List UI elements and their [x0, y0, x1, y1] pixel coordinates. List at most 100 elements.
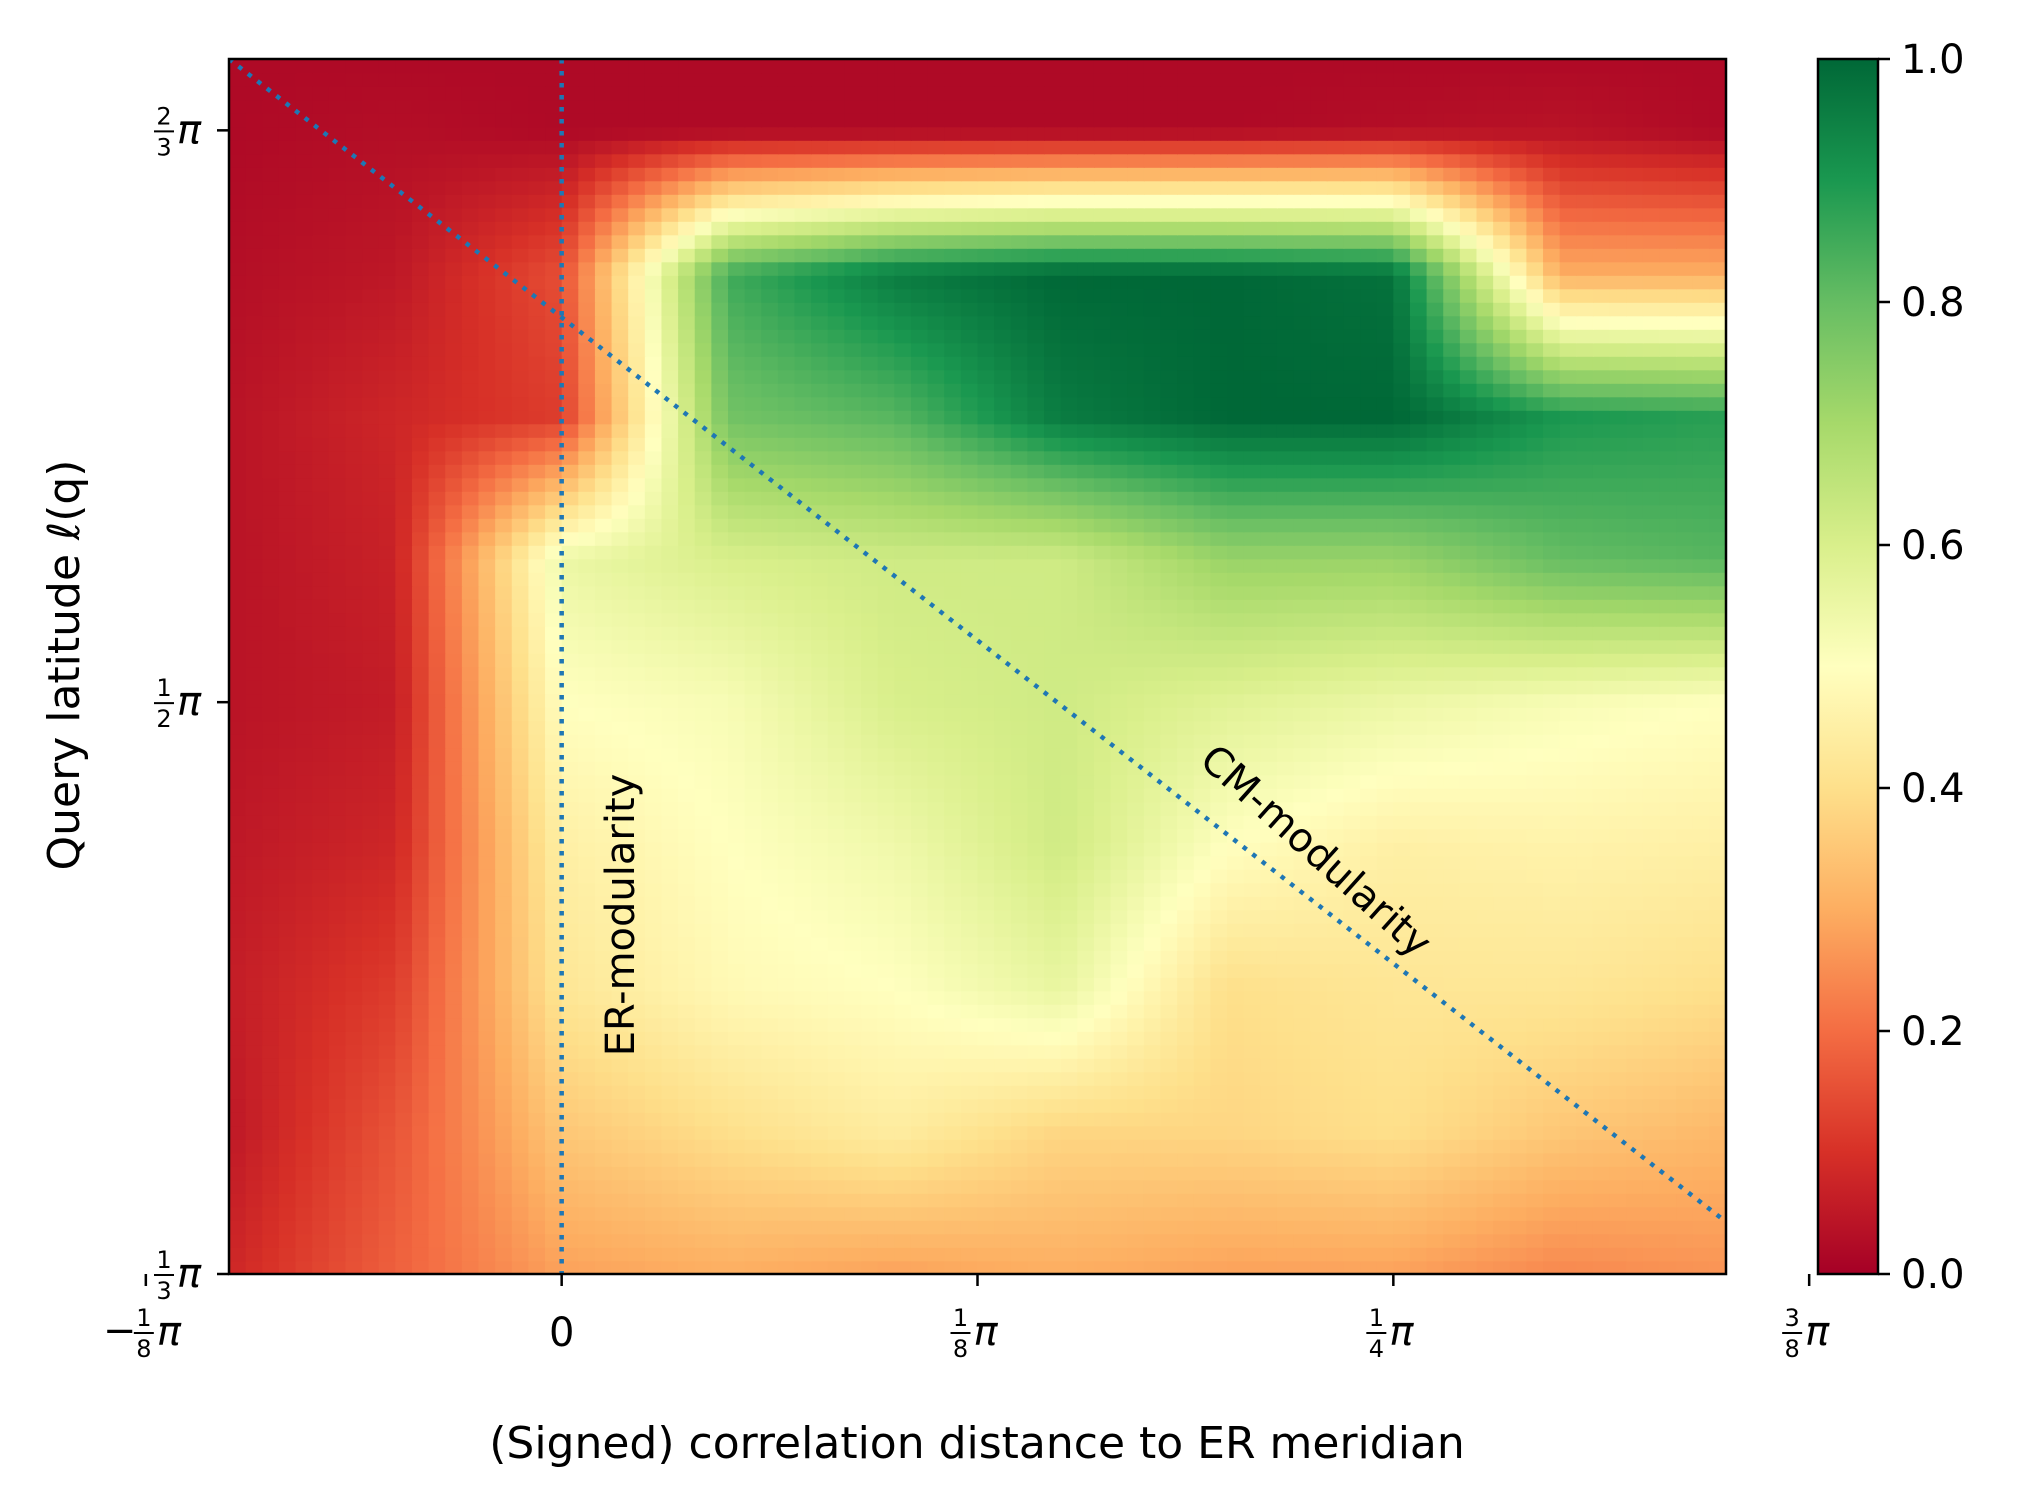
heatmap-cell — [1110, 815, 1128, 830]
heatmap-cell — [1642, 653, 1661, 668]
heatmap-cell — [461, 761, 480, 776]
heatmap-cell — [411, 842, 430, 857]
heatmap-cell — [994, 1004, 1012, 1019]
heatmap-cell — [578, 626, 596, 641]
heatmap-cell — [1443, 774, 1461, 789]
heatmap-cell — [811, 990, 829, 1005]
heatmap-cell — [1626, 923, 1644, 938]
heatmap-cell — [694, 572, 713, 587]
heatmap-cell — [661, 977, 679, 992]
heatmap-cell — [262, 1179, 280, 1194]
heatmap-cell — [1609, 963, 1627, 978]
heatmap-cell — [378, 1247, 397, 1262]
heatmap-cell — [328, 1247, 347, 1262]
heatmap-cell — [1293, 599, 1311, 614]
heatmap-cell — [1426, 950, 1445, 965]
heatmap-cell — [1559, 1260, 1578, 1274]
heatmap-cell — [229, 1206, 247, 1221]
heatmap-cell — [245, 855, 264, 870]
heatmap-cell — [1676, 545, 1694, 560]
heatmap-cell — [1426, 1071, 1445, 1086]
heatmap-cell — [1543, 869, 1561, 884]
heatmap-cell — [1077, 896, 1095, 911]
heatmap-cell — [811, 1206, 829, 1221]
heatmap-cell — [844, 977, 862, 992]
heatmap-cell — [1426, 909, 1445, 924]
heatmap-cell — [1543, 1193, 1561, 1208]
heatmap-cell — [927, 626, 946, 641]
heatmap-cell — [877, 747, 896, 762]
heatmap-cell — [1110, 612, 1128, 627]
heatmap-cell — [1592, 896, 1611, 911]
heatmap-cell — [262, 585, 280, 600]
heatmap-cell — [960, 761, 979, 776]
heatmap-cell — [428, 707, 447, 722]
heatmap-cell — [511, 1017, 530, 1032]
heatmap-cell — [694, 653, 713, 668]
heatmap-cell — [1576, 761, 1594, 776]
heatmap-cell — [944, 1260, 962, 1274]
heatmap-cell — [511, 626, 530, 641]
heatmap-cell — [1526, 1260, 1544, 1274]
heatmap-cell — [661, 761, 679, 776]
heatmap-cell — [1692, 801, 1711, 816]
heatmap-cell — [1360, 572, 1378, 587]
heatmap-cell — [1376, 707, 1395, 722]
heatmap-cell — [578, 666, 596, 681]
heatmap-cell — [495, 1233, 513, 1248]
heatmap-cell — [628, 1179, 646, 1194]
heatmap-cell — [744, 1139, 763, 1154]
heatmap-cell — [827, 936, 846, 951]
heatmap-cell — [661, 1017, 679, 1032]
heatmap-cell — [894, 680, 912, 695]
heatmap-cell — [578, 1098, 596, 1113]
heatmap-cell — [545, 572, 563, 587]
heatmap-cell — [478, 936, 496, 951]
heatmap-cell — [1210, 639, 1228, 654]
heatmap-cell — [1626, 774, 1644, 789]
heatmap-cell — [295, 585, 313, 600]
heatmap-cell — [1326, 639, 1345, 654]
heatmap-cell — [561, 1166, 580, 1181]
heatmap-cell — [827, 1166, 846, 1181]
heatmap-cell — [927, 1044, 946, 1059]
heatmap-cell — [395, 612, 413, 627]
heatmap-cell — [761, 1058, 779, 1073]
heatmap-cell — [1276, 828, 1295, 843]
heatmap-cell — [1360, 774, 1378, 789]
heatmap-cell — [894, 1206, 912, 1221]
heatmap-cell — [694, 963, 713, 978]
heatmap-cell — [278, 1166, 297, 1181]
heatmap-cell — [345, 585, 363, 600]
heatmap-cell — [1293, 1179, 1311, 1194]
heatmap-cell — [661, 626, 679, 641]
heatmap-cell — [678, 923, 696, 938]
heatmap-cell — [944, 1233, 962, 1248]
heatmap-cell — [628, 896, 646, 911]
heatmap-cell — [1659, 828, 1677, 843]
heatmap-cell — [1210, 653, 1228, 668]
heatmap-cell — [1360, 1112, 1378, 1127]
heatmap-cell — [877, 923, 896, 938]
heatmap-cell — [1293, 639, 1311, 654]
heatmap-cell — [1526, 1220, 1544, 1235]
heatmap-cell — [611, 1071, 629, 1086]
heatmap-cell — [362, 1125, 380, 1140]
heatmap-cell — [245, 842, 264, 857]
heatmap-cell — [1676, 1112, 1694, 1127]
heatmap-cell — [1376, 761, 1395, 776]
heatmap-cell — [561, 1112, 580, 1127]
heatmap-cell — [1459, 653, 1478, 668]
heatmap-cell — [262, 1112, 280, 1127]
heatmap-cell — [312, 1004, 330, 1019]
heatmap-cell — [561, 612, 580, 627]
heatmap-cell — [811, 1139, 829, 1154]
heatmap-cell — [744, 815, 763, 830]
heatmap-cell — [1543, 990, 1561, 1005]
heatmap-cell — [1426, 923, 1445, 938]
heatmap-cell — [1060, 572, 1079, 587]
heatmap-cell — [411, 1112, 430, 1127]
heatmap-cell — [728, 828, 746, 843]
heatmap-cell — [328, 801, 347, 816]
heatmap-cell — [1409, 747, 1428, 762]
